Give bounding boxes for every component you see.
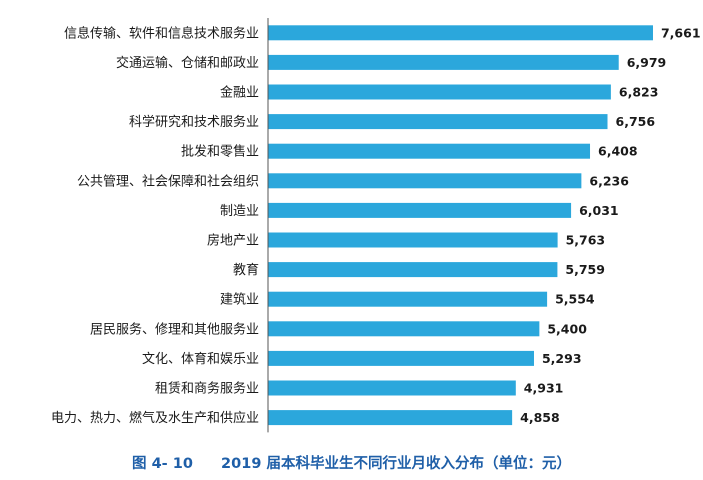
figure-caption: 图 4- 10 2019 届本科毕业生不同行业月收入分布（单位：元） bbox=[0, 452, 703, 473]
category-label: 文化、体育和娱乐业 bbox=[142, 351, 259, 367]
value-label: 6,408 bbox=[598, 144, 638, 159]
bar bbox=[268, 173, 582, 189]
value-label: 7,661 bbox=[661, 25, 701, 40]
bars bbox=[268, 25, 653, 426]
category-label: 居民服务、修理和其他服务业 bbox=[90, 321, 259, 337]
bar bbox=[268, 291, 548, 307]
value-labels: 7,661 6,979 6,823 6,756 6,408 6,236 6,031 5,763… bbox=[520, 25, 700, 425]
value-label: 5,400 bbox=[547, 321, 587, 336]
category-label: 教育 bbox=[233, 262, 259, 278]
bar bbox=[268, 114, 608, 130]
bar bbox=[268, 321, 540, 337]
category-label: 制造业 bbox=[220, 204, 259, 219]
bar bbox=[268, 25, 653, 41]
value-label: 5,293 bbox=[542, 351, 582, 366]
bar-chart: 信息传输、软件和信息技术服务业交通运输、仓储和邮政业金融业科学研究和技术服务业批… bbox=[51, 18, 701, 433]
bar bbox=[268, 380, 516, 396]
value-label: 5,554 bbox=[555, 292, 595, 307]
value-label: 6,756 bbox=[616, 114, 656, 129]
value-label: 5,759 bbox=[565, 262, 605, 277]
category-labels: 信息传输、软件和信息技术服务业交通运输、仓储和邮政业金融业科学研究和技术服务业批… bbox=[51, 25, 259, 426]
category-label: 金融业 bbox=[220, 85, 259, 101]
figure-number: 图 4- 10 bbox=[132, 456, 193, 472]
category-label: 信息传输、软件和信息技术服务业 bbox=[64, 25, 259, 41]
category-label: 公共管理、社会保障和社会组织 bbox=[77, 173, 259, 189]
bar bbox=[268, 54, 619, 70]
value-label: 4,858 bbox=[520, 410, 560, 425]
figure-title: 2019 届本科毕业生不同行业月收入分布（单位：元） bbox=[221, 456, 571, 472]
category-label: 电力、热力、燃气及水生产和供应业 bbox=[51, 410, 259, 426]
bar bbox=[268, 84, 611, 100]
value-label: 6,031 bbox=[579, 203, 619, 218]
bar bbox=[268, 262, 558, 278]
value-label: 4,931 bbox=[524, 381, 564, 396]
category-label: 交通运输、仓储和邮政业 bbox=[116, 55, 259, 71]
category-label: 租赁和商务服务业 bbox=[155, 381, 259, 397]
value-label: 6,236 bbox=[589, 173, 629, 188]
value-label: 6,823 bbox=[619, 85, 659, 100]
category-label: 科学研究和技术服务业 bbox=[129, 114, 259, 130]
bar bbox=[268, 202, 572, 218]
category-label: 房地产业 bbox=[207, 233, 259, 249]
bar bbox=[268, 350, 534, 366]
value-label: 6,979 bbox=[627, 55, 667, 70]
value-label: 5,763 bbox=[566, 233, 606, 248]
category-label: 建筑业 bbox=[220, 292, 259, 308]
bar bbox=[268, 143, 591, 159]
category-label: 批发和零售业 bbox=[181, 144, 259, 160]
bar bbox=[268, 232, 558, 248]
bar bbox=[268, 410, 513, 426]
